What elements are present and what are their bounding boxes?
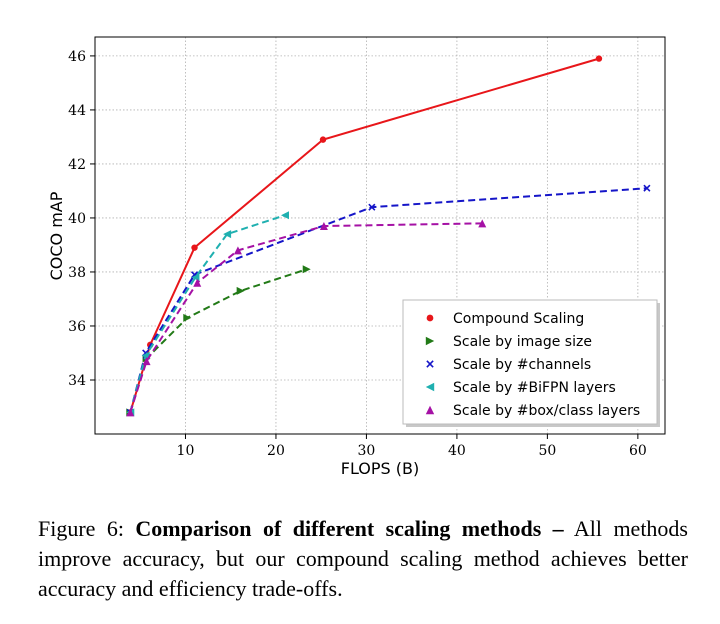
y-tick-label: 44 — [68, 103, 86, 119]
series-2 — [126, 265, 311, 417]
data-point — [236, 286, 245, 295]
axis-ticks: 10 20 30 40 50 60 34 36 38 40 42 44 46 — [68, 49, 647, 459]
data-point — [319, 222, 328, 231]
series-line — [129, 268, 308, 413]
legend-marker — [426, 314, 434, 322]
series-5 — [126, 219, 487, 417]
data-point — [233, 246, 242, 255]
x-tick-label: 20 — [267, 443, 285, 459]
x-marker-stroke — [643, 184, 651, 192]
series-line — [129, 187, 647, 413]
legend-label: Scale by #box/class layers — [453, 403, 640, 419]
x-marker-stroke — [426, 360, 434, 368]
data-point — [643, 184, 651, 192]
legend-label: Compound Scaling — [453, 311, 584, 327]
legend-marker — [425, 405, 435, 415]
x-axis-label: FLOPS (B) — [341, 459, 420, 478]
x-marker-stroke — [190, 271, 199, 279]
data-point — [126, 408, 135, 417]
figure-caption: Figure 6: Comparison of different scalin… — [38, 514, 688, 604]
x-tick-label: 10 — [177, 443, 195, 459]
y-tick-label: 40 — [68, 211, 86, 227]
series-line — [129, 214, 286, 413]
data-point — [478, 219, 487, 228]
x-tick-label: 40 — [448, 443, 466, 459]
caption-text: All methods improve accuracy, but our co… — [38, 516, 688, 601]
data-point — [302, 265, 311, 274]
y-tick-label: 46 — [68, 49, 86, 65]
y-tick-label: 36 — [68, 319, 86, 335]
y-tick-label: 42 — [68, 157, 86, 173]
data-point — [183, 313, 192, 322]
legend-item: Scale by #BiFPN layers — [425, 380, 616, 396]
x-tick-label: 50 — [538, 443, 556, 459]
legend-label: Scale by #BiFPN layers — [453, 380, 616, 396]
legend-item: Scale by #channels — [426, 357, 591, 373]
data-point — [595, 55, 603, 62]
data-point — [142, 357, 151, 366]
legend-item: Scale by image size — [425, 334, 592, 350]
series-line — [129, 222, 483, 413]
data-point — [281, 211, 289, 220]
series-layer — [126, 55, 651, 417]
legend-marker — [425, 336, 435, 346]
data-point — [223, 230, 232, 239]
data-point — [191, 244, 198, 251]
legend-marker — [425, 382, 435, 392]
caption-label: Figure 6: — [38, 516, 124, 541]
legend-box — [402, 299, 658, 425]
data-point — [319, 136, 327, 143]
caption-bold-title: Comparison of different scaling methods … — [135, 516, 564, 541]
legend-marker — [426, 360, 434, 368]
series-3 — [126, 184, 651, 416]
legend-label: Scale by image size — [453, 334, 592, 350]
legend: Compound Scaling Scale by image size Scale… — [402, 299, 660, 427]
plot-frame — [94, 36, 666, 435]
data-point — [193, 278, 202, 287]
x-marker-stroke — [368, 203, 376, 211]
x-tick-label: 60 — [629, 443, 647, 459]
chart: 10 20 30 40 50 60 34 36 38 40 42 44 46 FLOPS (B) COC… — [47, 36, 666, 478]
legend-label: Scale by #channels — [453, 357, 591, 373]
legend-item: Compound Scaling — [426, 311, 584, 327]
series-4 — [126, 211, 289, 417]
data-point — [368, 203, 376, 211]
grid — [95, 37, 665, 434]
y-tick-label: 34 — [68, 373, 86, 389]
legend-item: Scale by #box/class layers — [425, 403, 640, 419]
y-axis-label: COCO mAP — [47, 191, 66, 280]
y-tick-label: 38 — [68, 265, 86, 281]
x-tick-label: 30 — [358, 443, 376, 459]
